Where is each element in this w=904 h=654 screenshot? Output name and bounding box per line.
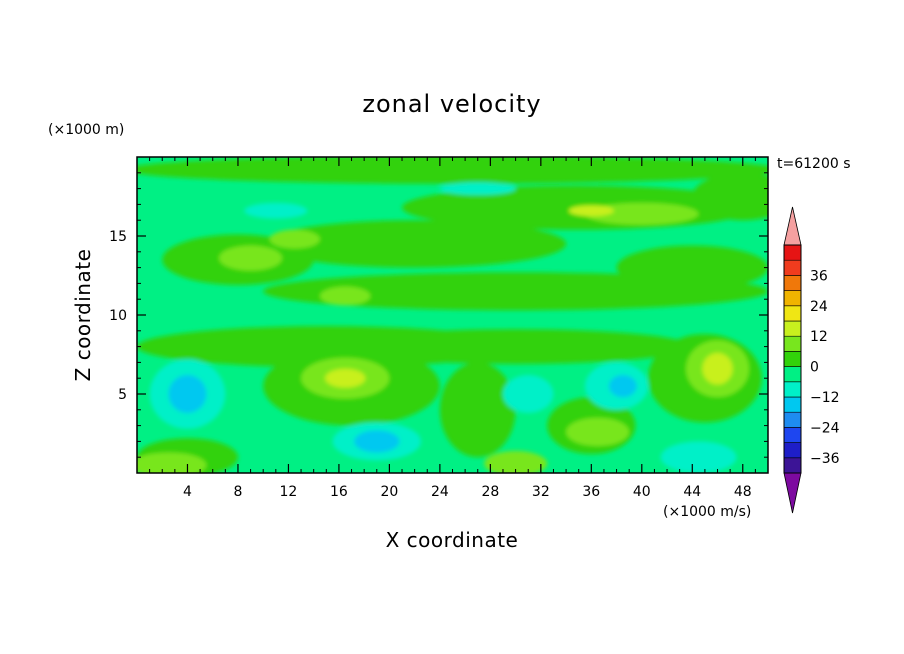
colorbar-tick-label: −24 [810,420,840,436]
colorbar-band [783,381,802,398]
x-tick-label: 44 [683,484,701,500]
time-label: t=61200 s [777,156,851,172]
field-region [263,220,567,268]
colorbar-band [783,335,802,352]
field-region [616,245,768,290]
field-region [660,441,737,473]
x-tick-label: 8 [233,484,242,500]
colorbar-band [783,366,802,383]
field-region [354,430,400,453]
field-region [439,182,516,195]
colorbar: 36 24 12 0 −12 −24 −36 [783,206,840,514]
y-unit-label: (×1000 m) [48,122,124,138]
colorbar-band [783,427,802,443]
x-tick-label: 24 [431,484,449,500]
colorbar-tick-label: −12 [810,390,840,406]
field-region [319,286,371,306]
field-region [502,375,554,413]
field-region [325,368,366,388]
field-region [439,362,516,458]
colorbar-band [783,305,802,322]
colorbar-tick-label: 24 [810,299,828,315]
field-region [702,352,733,385]
x-tick-label: 32 [532,484,550,500]
x-tick-label: 20 [380,484,398,500]
colorbar-tick-label: 36 [810,268,828,284]
field-region [585,202,699,225]
colorbar-band [783,275,802,291]
field-region [137,157,768,184]
x-tick-label: 16 [330,484,348,500]
x-tick-label: 12 [280,484,298,500]
field-region [692,172,768,221]
colorbar-band [783,396,802,413]
colorbar-extend-min [783,472,802,514]
y-axis-title: Z coordinate [71,249,95,382]
colorbar-tick-label: 12 [810,329,828,345]
colorbar-band [783,290,802,307]
x-tick-label: 28 [481,484,499,500]
field-region [484,450,548,473]
field-region [608,375,637,398]
colorbar-band [783,351,802,367]
field-region [566,417,630,447]
chart-title: zonal velocity [362,90,541,118]
field-region [168,375,207,413]
colorbar-tick-label: 0 [810,360,819,376]
field-region [219,245,283,271]
colorbar-band [783,259,802,276]
colorbar-band [783,320,802,337]
field-region [568,205,615,217]
colorbar-frame [783,244,802,474]
colorbar-extend-max [783,206,802,246]
field-region [137,452,207,473]
x-tick-label: 48 [734,484,752,500]
colorbar-tick-label: −36 [810,451,840,467]
x-tick-label: 40 [633,484,651,500]
y-tick-label: 15 [109,229,127,245]
x-tick-label: 36 [582,484,600,500]
x-unit-label: (×1000 m/s) [663,504,751,520]
field-region [244,202,308,219]
colorbar-band [783,457,802,474]
colorbar-band [783,442,802,459]
x-tick-label: 4 [183,484,192,500]
field-region [269,229,320,249]
y-tick-label: 10 [109,308,127,324]
colorbar-band [783,244,802,261]
contour-field [137,157,768,473]
colorbar-band [783,411,802,428]
x-axis-title: X coordinate [386,528,519,552]
y-tick-label: 5 [118,387,127,403]
field-region [338,329,693,364]
